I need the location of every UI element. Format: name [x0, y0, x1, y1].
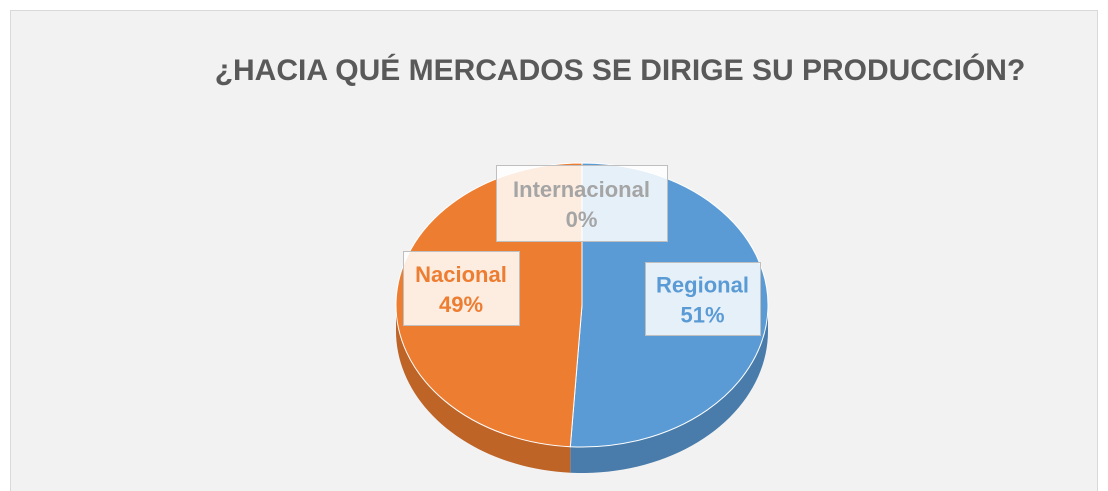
data-label: Nacional 49%	[403, 251, 520, 326]
slice-side	[570, 305, 768, 473]
label-box	[496, 165, 668, 242]
label-value: 0%	[566, 207, 598, 232]
label-category: Internacional	[513, 177, 650, 202]
label-box	[645, 262, 761, 336]
label-box	[403, 251, 520, 326]
label-value: 51%	[680, 303, 724, 328]
chart-title: ¿HACIA QUÉ MERCADOS SE DIRIGE SU PRODUCC…	[215, 53, 1026, 87]
label-category: Regional	[656, 273, 749, 298]
label-category: Nacional	[415, 262, 507, 287]
data-label: Regional 51%	[645, 262, 761, 336]
slice-side	[396, 305, 571, 473]
labels: Regional 51% Nacional 49% Internacional 0%	[403, 165, 761, 336]
data-label: Internacional 0%	[496, 165, 668, 242]
label-value: 49%	[439, 292, 483, 317]
